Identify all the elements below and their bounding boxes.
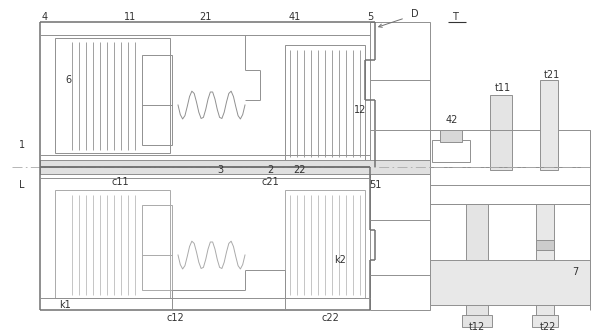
Text: 22: 22 [294, 165, 306, 175]
Text: 1: 1 [19, 140, 25, 150]
Bar [536, 204, 554, 319]
Text: 42: 42 [446, 115, 458, 125]
Text: c21: c21 [261, 177, 279, 187]
Text: k1: k1 [59, 300, 71, 310]
Text: 4: 4 [42, 12, 48, 22]
Bar [142, 55, 172, 145]
Text: 11: 11 [124, 12, 136, 22]
Bar [490, 95, 512, 170]
Text: 5: 5 [367, 12, 373, 22]
Text: 51: 51 [369, 180, 381, 190]
Text: t22: t22 [540, 322, 556, 332]
Bar [55, 190, 170, 298]
Bar [40, 160, 430, 174]
Bar [55, 38, 170, 153]
Text: 12: 12 [354, 105, 366, 115]
Text: 21: 21 [199, 12, 211, 22]
Bar [285, 45, 365, 160]
Bar [40, 160, 430, 174]
Text: D: D [411, 9, 419, 19]
Text: c11: c11 [111, 177, 129, 187]
Bar [462, 315, 492, 327]
Text: t11: t11 [495, 83, 511, 93]
Bar [540, 80, 558, 170]
Bar [285, 190, 365, 298]
Text: 3: 3 [217, 165, 223, 175]
Bar [440, 130, 462, 142]
Text: 6: 6 [65, 75, 71, 85]
Text: c22: c22 [321, 313, 339, 323]
Bar [430, 260, 590, 305]
Bar [466, 204, 488, 319]
Bar [430, 167, 590, 204]
Bar [430, 130, 590, 167]
Text: L: L [19, 180, 25, 190]
Text: k2: k2 [334, 255, 346, 265]
Text: 7: 7 [572, 267, 578, 277]
Text: c12: c12 [166, 313, 184, 323]
Bar [536, 240, 554, 250]
Bar [432, 140, 470, 162]
Bar [370, 167, 430, 310]
Bar [142, 205, 172, 290]
Text: t12: t12 [469, 322, 485, 332]
Bar [532, 315, 558, 327]
Text: 2: 2 [267, 165, 273, 175]
Text: T: T [452, 12, 458, 22]
Text: 41: 41 [289, 12, 301, 22]
Bar [370, 22, 430, 167]
Text: t21: t21 [544, 70, 560, 80]
